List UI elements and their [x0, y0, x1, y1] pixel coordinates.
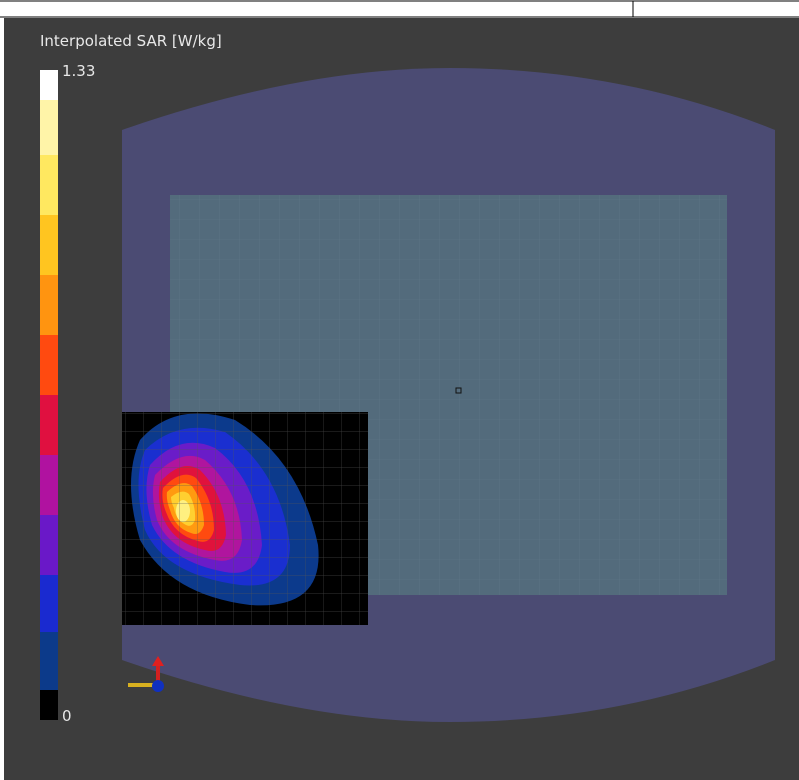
colorbar [40, 70, 58, 720]
sar-contours [122, 412, 368, 625]
colorbar-max: 1.33 [62, 62, 95, 80]
axes-gizmo [128, 656, 164, 692]
colorbar-min: 0 [62, 707, 72, 725]
header-strip [0, 0, 799, 18]
center-marker [455, 387, 462, 394]
colorbar-title: Interpolated SAR [W/kg] [40, 32, 222, 50]
